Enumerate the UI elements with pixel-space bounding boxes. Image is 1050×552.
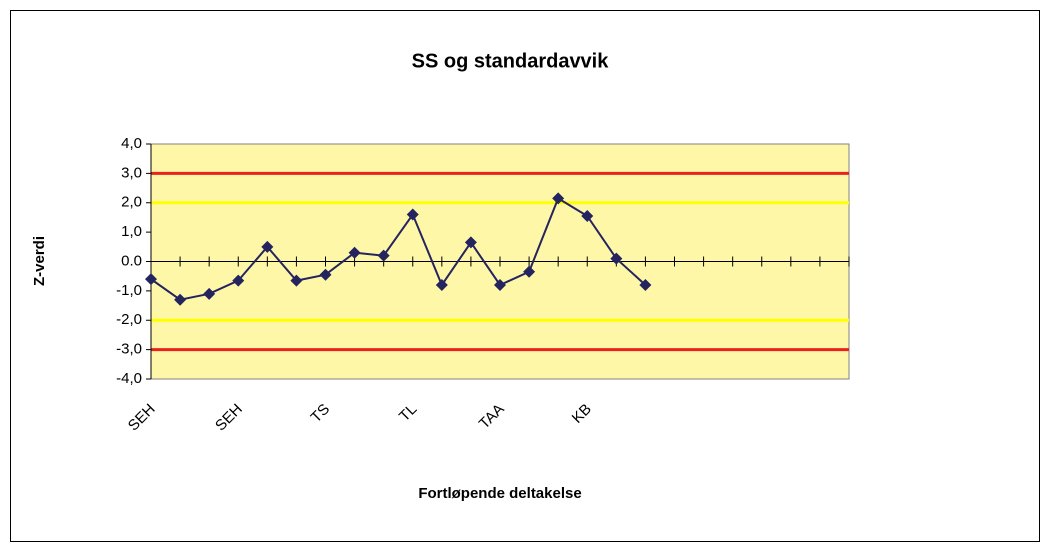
y-tick-label: 4,0 [121,135,142,152]
data-point [435,279,448,291]
data-point [639,279,652,291]
data-point [290,274,303,287]
y-tick-label: -4,0 [116,370,142,387]
data-point [145,273,157,286]
y-tick-label: -3,0 [116,341,142,358]
chart-title: SS og standardavvik [412,50,610,72]
data-point [523,265,536,278]
y-tick-label: 2,0 [121,194,142,211]
data-point [203,287,216,300]
data-point [581,209,594,222]
series-line [150,196,647,301]
data-point [377,249,390,262]
data-point [610,252,623,265]
x-axis-title: Fortløpende deltakelse [418,485,581,502]
y-tick-label: 0.0 [121,252,142,269]
data-point [319,268,332,281]
data-point [406,208,419,221]
data-point [552,192,565,205]
data-point [464,236,477,249]
data-point [494,279,506,291]
data-point [261,240,274,253]
data-point [348,246,361,259]
data-point [174,293,187,306]
y-tick-label: -2,0 [116,311,142,328]
y-tick-label: -1,0 [116,282,142,299]
y-tick-label: 3,0 [121,164,142,181]
y-axis-title: Z-verdi [31,236,48,286]
data-point [232,274,245,287]
y-tick-label: 1,0 [121,223,142,240]
